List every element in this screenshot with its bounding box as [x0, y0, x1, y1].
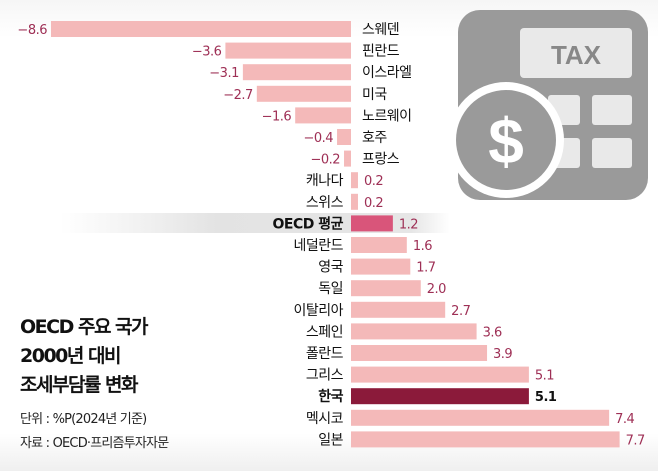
bar [337, 129, 351, 145]
bar [351, 237, 407, 253]
bar [351, 323, 477, 340]
bar [242, 64, 351, 81]
bar [344, 150, 351, 167]
value-label: 0.2 [364, 174, 383, 189]
category-label: 핀란드 [362, 44, 400, 60]
category-label: 프랑스 [362, 152, 400, 168]
source-note: 자료 : OECD·프리즘투자자문 [20, 436, 169, 451]
value-label: 7.7 [626, 433, 645, 448]
category-label: 한국 [318, 389, 343, 405]
category-label: OECD 평균 [273, 215, 344, 232]
bar [295, 107, 351, 124]
bar [351, 345, 488, 361]
category-label: 영국 [318, 260, 343, 276]
value-label: 1.7 [416, 261, 435, 276]
svg-text:$: $ [488, 105, 524, 177]
value-label: −3.6 [192, 45, 222, 60]
value-label: −1.6 [262, 109, 292, 124]
bar [256, 85, 351, 102]
value-label: 5.1 [535, 390, 557, 405]
bar [351, 388, 529, 405]
bar [351, 409, 610, 426]
value-label: 2.7 [451, 304, 470, 319]
category-label: 스웨덴 [362, 22, 399, 38]
bar [351, 215, 393, 232]
bar [351, 172, 358, 189]
value-label: 1.2 [399, 217, 418, 232]
tax-calculator-icon: TAX $ [448, 10, 648, 200]
title-line-1: OECD 주요 국가 [20, 316, 149, 338]
value-label: 1.6 [413, 239, 432, 254]
value-label: −0.2 [310, 153, 340, 168]
value-label: 5.1 [535, 369, 554, 384]
category-label: 미국 [362, 87, 387, 103]
bar [351, 193, 358, 210]
value-label: −3.1 [209, 66, 239, 81]
value-label: 2.0 [427, 282, 446, 297]
category-label: 그리스 [306, 368, 344, 384]
bar [351, 301, 446, 318]
category-label: 스위스 [306, 195, 344, 211]
value-label: 7.4 [615, 412, 634, 427]
bar [351, 431, 620, 448]
unit-note: 단위 : %P(2024년 기준) [20, 412, 147, 427]
category-label: 멕시코 [306, 411, 344, 427]
chart-title: OECD 주요 국가 2000년 대비 조세부담률 변화 [20, 313, 149, 400]
bar [351, 366, 529, 383]
category-label: 호주 [362, 130, 387, 146]
category-label: 이스라엘 [362, 65, 412, 81]
title-line-3: 조세부담률 변화 [20, 374, 138, 396]
category-label: 독일 [318, 281, 343, 297]
category-label: 이탈리아 [293, 303, 343, 319]
bar [351, 280, 421, 297]
title-line-2: 2000년 대비 [20, 345, 121, 367]
bar [51, 21, 351, 37]
bar [225, 42, 351, 59]
bar [351, 258, 411, 275]
category-label: 캐나다 [306, 173, 344, 189]
value-label: 3.6 [483, 325, 502, 340]
value-label: 3.9 [493, 347, 512, 362]
value-label: −8.6 [17, 23, 47, 38]
category-label: 일본 [318, 432, 343, 448]
category-label: 폴란드 [306, 346, 344, 362]
value-label: −0.4 [303, 131, 333, 146]
category-label: 노르웨이 [362, 108, 412, 124]
category-label: 네덜란드 [293, 238, 343, 254]
category-label: 스페인 [306, 324, 343, 340]
value-label: −2.7 [223, 88, 253, 103]
value-label: 0.2 [364, 196, 383, 211]
tax-icon-text: TAX [551, 40, 602, 70]
